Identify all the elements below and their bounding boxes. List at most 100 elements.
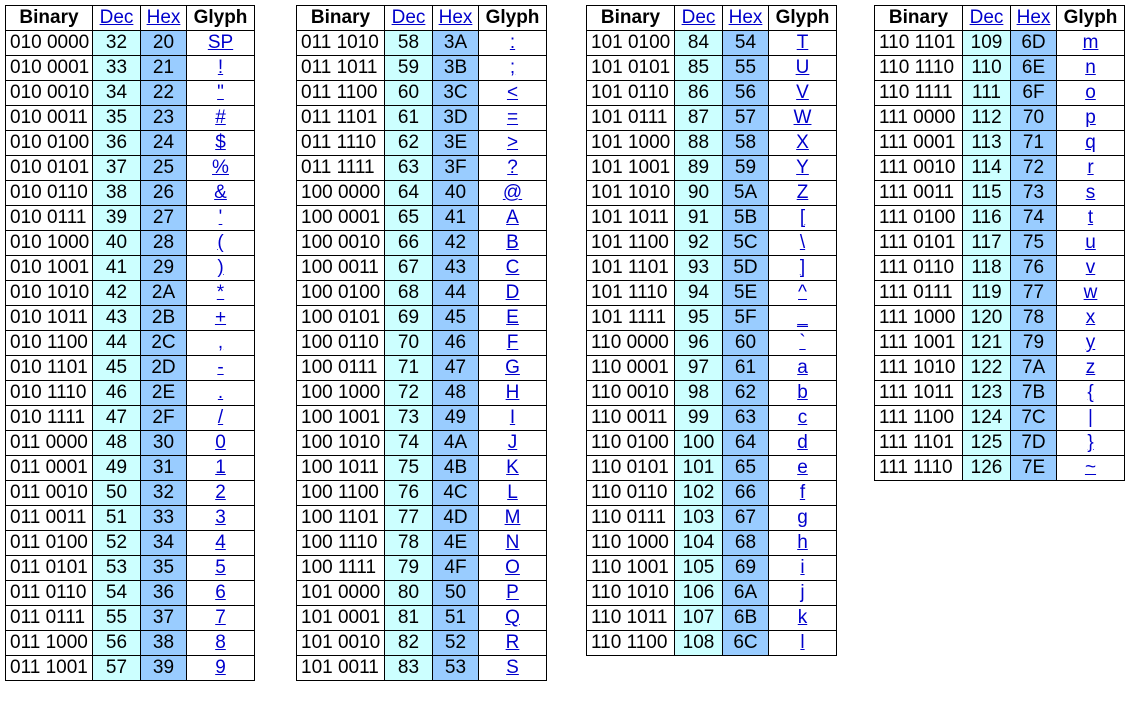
glyph-link[interactable]: x <box>1085 307 1096 328</box>
glyph-link[interactable]: p <box>1085 107 1096 128</box>
glyph-link[interactable]: 5 <box>215 557 226 578</box>
glyph-link[interactable]: ` <box>799 332 806 353</box>
glyph-link[interactable]: J <box>507 432 518 453</box>
glyph-link[interactable]: + <box>214 307 227 328</box>
glyph-link[interactable]: X <box>796 132 809 153</box>
glyph-link[interactable]: R <box>505 632 520 653</box>
glyph-link[interactable]: A <box>506 207 519 228</box>
glyph-link[interactable]: I <box>509 407 516 428</box>
glyph-link[interactable]: 7 <box>215 607 226 628</box>
glyph-link[interactable]: E <box>506 307 519 328</box>
glyph-link[interactable]: W <box>793 107 812 128</box>
glyph-link[interactable]: 6 <box>215 582 226 603</box>
glyph-link[interactable]: _ <box>797 307 808 328</box>
glyph-link[interactable]: SP <box>207 32 234 53</box>
glyph-link[interactable]: k <box>797 607 808 628</box>
glyph-link[interactable]: : <box>509 32 516 53</box>
glyph-link[interactable]: M <box>504 507 521 528</box>
glyph-link[interactable]: ; <box>509 57 516 78</box>
glyph-link[interactable]: " <box>217 82 224 103</box>
glyph-link[interactable]: . <box>217 382 224 403</box>
glyph-link[interactable]: Z <box>796 182 809 203</box>
glyph-link[interactable]: L <box>507 482 518 503</box>
glyph-link[interactable]: S <box>506 657 519 678</box>
glyph-link[interactable]: y <box>1085 332 1096 353</box>
glyph-link[interactable]: \ <box>799 232 806 253</box>
glyph-link[interactable]: @ <box>502 182 523 203</box>
glyph-link[interactable]: V <box>796 82 809 103</box>
dec-header[interactable]: Dec <box>674 5 723 31</box>
glyph-link[interactable]: & <box>214 182 227 203</box>
glyph-link[interactable]: | <box>1088 407 1093 428</box>
glyph-link[interactable]: G <box>505 357 520 378</box>
glyph-link[interactable]: U <box>795 57 810 78</box>
glyph-link[interactable]: b <box>797 382 808 403</box>
glyph-link[interactable]: h <box>797 532 808 553</box>
glyph-link[interactable]: w <box>1083 282 1098 303</box>
glyph-link[interactable]: Y <box>796 157 809 178</box>
glyph-link[interactable]: c <box>797 407 808 428</box>
glyph-link[interactable]: i <box>800 557 805 578</box>
glyph-link[interactable]: ( <box>217 232 224 253</box>
glyph-link[interactable]: ? <box>507 157 518 178</box>
glyph-link[interactable]: F <box>506 332 519 353</box>
glyph-link[interactable]: C <box>505 257 520 278</box>
hex-header[interactable]: Hex <box>140 5 187 31</box>
glyph-link[interactable]: * <box>216 282 225 303</box>
glyph-link[interactable]: # <box>215 107 226 128</box>
glyph-link[interactable]: = <box>506 107 519 128</box>
glyph-link[interactable]: ^ <box>798 282 807 303</box>
glyph-link[interactable]: K <box>506 457 519 478</box>
hex-header[interactable]: Hex <box>1010 5 1057 31</box>
glyph-link[interactable]: D <box>505 282 520 303</box>
glyph-link[interactable]: N <box>505 532 520 553</box>
glyph-link[interactable]: $ <box>215 132 226 153</box>
glyph-link[interactable]: / <box>217 407 224 428</box>
glyph-link[interactable]: 0 <box>215 432 226 453</box>
glyph-link[interactable]: O <box>505 557 520 578</box>
glyph-link[interactable]: ! <box>217 57 224 78</box>
glyph-link[interactable]: { <box>1087 382 1094 403</box>
glyph-link[interactable]: [ <box>799 207 806 228</box>
glyph-link[interactable]: z <box>1085 357 1096 378</box>
glyph-link[interactable]: l <box>800 632 805 653</box>
glyph-link[interactable]: u <box>1085 232 1096 253</box>
glyph-link[interactable]: % <box>212 157 229 178</box>
hex-header[interactable]: Hex <box>722 5 769 31</box>
glyph-link[interactable]: 9 <box>215 657 226 678</box>
dec-header[interactable]: Dec <box>92 5 141 31</box>
glyph-link[interactable]: r <box>1087 157 1094 178</box>
glyph-link[interactable]: P <box>506 582 519 603</box>
glyph-link[interactable]: j <box>800 582 805 603</box>
glyph-link[interactable]: 1 <box>215 457 226 478</box>
dec-header[interactable]: Dec <box>384 5 433 31</box>
glyph-link[interactable]: 3 <box>215 507 226 528</box>
glyph-link[interactable]: > <box>506 132 519 153</box>
glyph-link[interactable]: , <box>217 332 224 353</box>
glyph-link[interactable]: g <box>797 507 808 528</box>
glyph-link[interactable]: T <box>796 32 809 53</box>
glyph-link[interactable]: v <box>1085 257 1096 278</box>
glyph-link[interactable]: ] <box>799 257 806 278</box>
glyph-link[interactable]: - <box>217 357 224 378</box>
hex-header[interactable]: Hex <box>432 5 479 31</box>
glyph-link[interactable]: f <box>799 482 806 503</box>
glyph-link[interactable]: H <box>505 382 520 403</box>
glyph-link[interactable]: ' <box>218 207 223 228</box>
dec-header[interactable]: Dec <box>962 5 1011 31</box>
glyph-link[interactable]: d <box>797 432 808 453</box>
glyph-link[interactable]: 8 <box>215 632 226 653</box>
glyph-link[interactable]: < <box>506 82 519 103</box>
glyph-link[interactable]: q <box>1085 132 1096 153</box>
glyph-link[interactable]: ) <box>217 257 224 278</box>
glyph-link[interactable]: s <box>1085 182 1096 203</box>
glyph-link[interactable]: m <box>1082 32 1099 53</box>
glyph-link[interactable]: e <box>797 457 808 478</box>
glyph-link[interactable]: } <box>1087 432 1094 453</box>
glyph-link[interactable]: Q <box>505 607 520 628</box>
glyph-link[interactable]: 2 <box>215 482 226 503</box>
glyph-link[interactable]: 4 <box>215 532 226 553</box>
glyph-link[interactable]: o <box>1085 82 1096 103</box>
glyph-link[interactable]: t <box>1087 207 1094 228</box>
glyph-link[interactable]: ~ <box>1084 457 1097 478</box>
